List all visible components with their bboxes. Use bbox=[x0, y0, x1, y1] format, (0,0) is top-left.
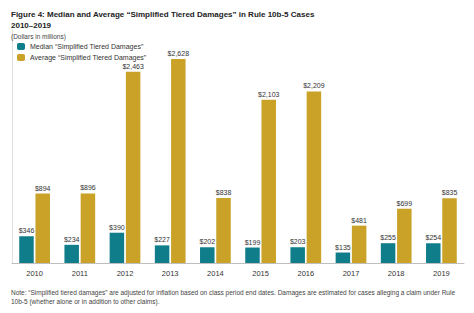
svg-text:$2,103: $2,103 bbox=[258, 91, 280, 98]
svg-text:2011: 2011 bbox=[72, 269, 88, 278]
svg-text:$346: $346 bbox=[19, 227, 35, 234]
svg-text:(Dollars in millions): (Dollars in millions) bbox=[11, 33, 66, 41]
svg-text:$835: $835 bbox=[442, 189, 458, 196]
svg-text:$202: $202 bbox=[199, 238, 215, 245]
svg-text:$390: $390 bbox=[109, 224, 125, 231]
svg-text:$896: $896 bbox=[80, 184, 96, 191]
svg-text:$2,628: $2,628 bbox=[168, 50, 190, 57]
svg-text:$203: $203 bbox=[290, 238, 306, 245]
svg-text:10b-5 (whether alone or in add: 10b-5 (whether alone or in addition to o… bbox=[11, 298, 160, 306]
svg-text:$838: $838 bbox=[216, 189, 232, 196]
svg-text:$135: $135 bbox=[335, 244, 351, 251]
svg-text:2016: 2016 bbox=[297, 269, 314, 278]
svg-text:Average “Simplified Tiered Dam: Average “Simplified Tiered Damages” bbox=[30, 54, 147, 62]
svg-text:2010–2019: 2010–2019 bbox=[11, 21, 52, 30]
svg-text:$894: $894 bbox=[35, 185, 51, 192]
svg-text:$199: $199 bbox=[245, 239, 261, 246]
svg-text:$481: $481 bbox=[351, 217, 367, 224]
svg-text:2017: 2017 bbox=[343, 269, 360, 278]
svg-text:2019: 2019 bbox=[433, 269, 450, 278]
svg-text:$227: $227 bbox=[154, 236, 170, 243]
svg-text:2018: 2018 bbox=[388, 269, 405, 278]
svg-text:Median “Simplified Tiered Dama: Median “Simplified Tiered Damages” bbox=[30, 43, 144, 51]
svg-text:$2,209: $2,209 bbox=[303, 82, 325, 89]
svg-text:2013: 2013 bbox=[162, 269, 179, 278]
svg-text:2010: 2010 bbox=[26, 269, 43, 278]
svg-text:$2,463: $2,463 bbox=[122, 63, 144, 70]
svg-text:$699: $699 bbox=[397, 200, 413, 207]
svg-text:Figure 4: Median and Average “: Figure 4: Median and Average “Simplified… bbox=[11, 10, 315, 19]
svg-text:2012: 2012 bbox=[117, 269, 134, 278]
svg-text:$255: $255 bbox=[380, 234, 396, 241]
svg-text:$234: $234 bbox=[64, 236, 80, 243]
svg-text:2014: 2014 bbox=[207, 269, 224, 278]
svg-text:Note: “Simplified tiered damag: Note: “Simplified tiered damages” are ad… bbox=[11, 289, 457, 297]
svg-text:$254: $254 bbox=[425, 234, 441, 241]
svg-text:2015: 2015 bbox=[252, 269, 269, 278]
